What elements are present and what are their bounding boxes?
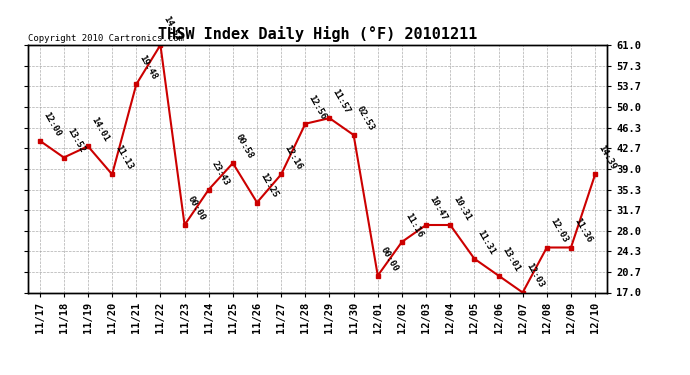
Text: 14:53: 14:53 [162,15,183,42]
Text: 12:03: 12:03 [524,262,545,290]
Text: 19:48: 19:48 [138,54,159,82]
Text: 11:31: 11:31 [476,228,497,256]
Text: 00:58: 00:58 [235,133,255,160]
Text: 11:13: 11:13 [114,144,135,172]
Text: 10:31: 10:31 [452,195,473,222]
Text: 10:47: 10:47 [428,195,448,222]
Text: 23:43: 23:43 [210,159,231,187]
Text: 11:16: 11:16 [404,211,424,239]
Text: 13:52: 13:52 [66,127,86,155]
Text: 12:16: 12:16 [283,144,304,172]
Text: 12:56: 12:56 [307,93,328,121]
Text: 00:00: 00:00 [380,245,400,273]
Text: 11:36: 11:36 [573,217,593,245]
Text: 14:39: 14:39 [597,144,618,172]
Text: 02:53: 02:53 [355,105,376,132]
Text: 12:03: 12:03 [549,217,569,245]
Text: 14:01: 14:01 [90,116,110,144]
Text: 11:57: 11:57 [331,88,352,116]
Title: THSW Index Daily High (°F) 20101211: THSW Index Daily High (°F) 20101211 [158,27,477,42]
Text: 13:01: 13:01 [500,245,521,273]
Text: 12:00: 12:00 [41,110,62,138]
Text: 00:00: 00:00 [186,195,207,222]
Text: Copyright 2010 Cartronics.com: Copyright 2010 Cartronics.com [28,33,184,42]
Text: 12:25: 12:25 [259,172,279,200]
